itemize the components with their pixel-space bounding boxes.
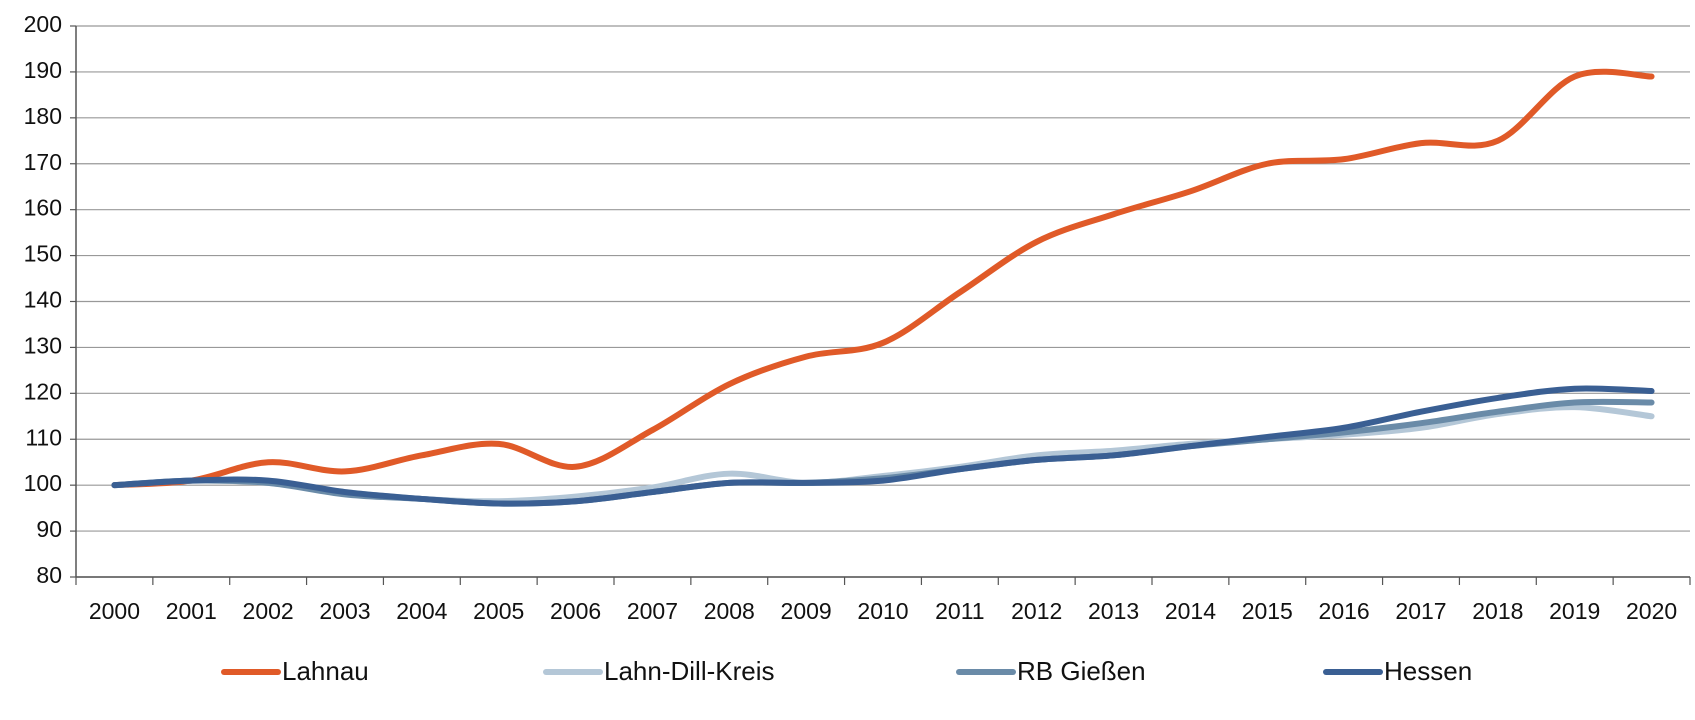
- x-tick-label: 2017: [1395, 598, 1446, 624]
- x-tick-label: 2015: [1242, 598, 1293, 624]
- x-tick-label: 2018: [1472, 598, 1523, 624]
- x-tick-label: 2004: [396, 598, 447, 624]
- y-tick-label: 160: [24, 195, 62, 221]
- legend-label: Hessen: [1384, 656, 1472, 686]
- x-tick-label: 2011: [935, 598, 984, 624]
- x-tick-label: 2014: [1165, 598, 1216, 624]
- y-tick-label: 90: [36, 516, 62, 542]
- x-tick-label: 2000: [89, 598, 140, 624]
- x-tick-label: 2009: [781, 598, 832, 624]
- y-tick-label: 180: [24, 103, 62, 129]
- y-tick-label: 130: [24, 332, 62, 358]
- y-tick-label: 110: [25, 424, 62, 450]
- y-tick-label: 140: [24, 287, 62, 313]
- y-tick-label: 170: [24, 149, 62, 175]
- x-tick-label: 2013: [1088, 598, 1139, 624]
- legend-label: Lahn-Dill-Kreis: [604, 656, 775, 686]
- x-tick-label: 2003: [319, 598, 370, 624]
- y-tick-label: 80: [36, 562, 62, 588]
- x-tick-label: 2007: [627, 598, 678, 624]
- x-tick-label: 2019: [1549, 598, 1600, 624]
- series-line: [111, 385, 1655, 507]
- x-tick-label: 2002: [243, 598, 294, 624]
- x-tick-label: 2006: [550, 598, 601, 624]
- x-tick-label: 2005: [473, 598, 524, 624]
- y-tick-label: 120: [24, 378, 62, 404]
- y-tick-label: 100: [24, 470, 62, 496]
- x-tick-label: 2010: [857, 598, 908, 624]
- series-line: [111, 68, 1655, 489]
- y-tick-label: 150: [24, 241, 62, 267]
- y-tick-label: 200: [24, 11, 62, 37]
- x-tick-label: 2020: [1626, 598, 1677, 624]
- legend-label: Lahnau: [282, 656, 369, 686]
- x-tick-label: 2008: [704, 598, 755, 624]
- legend-label: RB Gießen: [1017, 656, 1146, 686]
- series-line: [111, 398, 1655, 507]
- x-tick-label: 2001: [166, 598, 217, 624]
- y-tick-label: 190: [24, 57, 62, 83]
- x-tick-label: 2016: [1319, 598, 1370, 624]
- x-tick-label: 2012: [1011, 598, 1062, 624]
